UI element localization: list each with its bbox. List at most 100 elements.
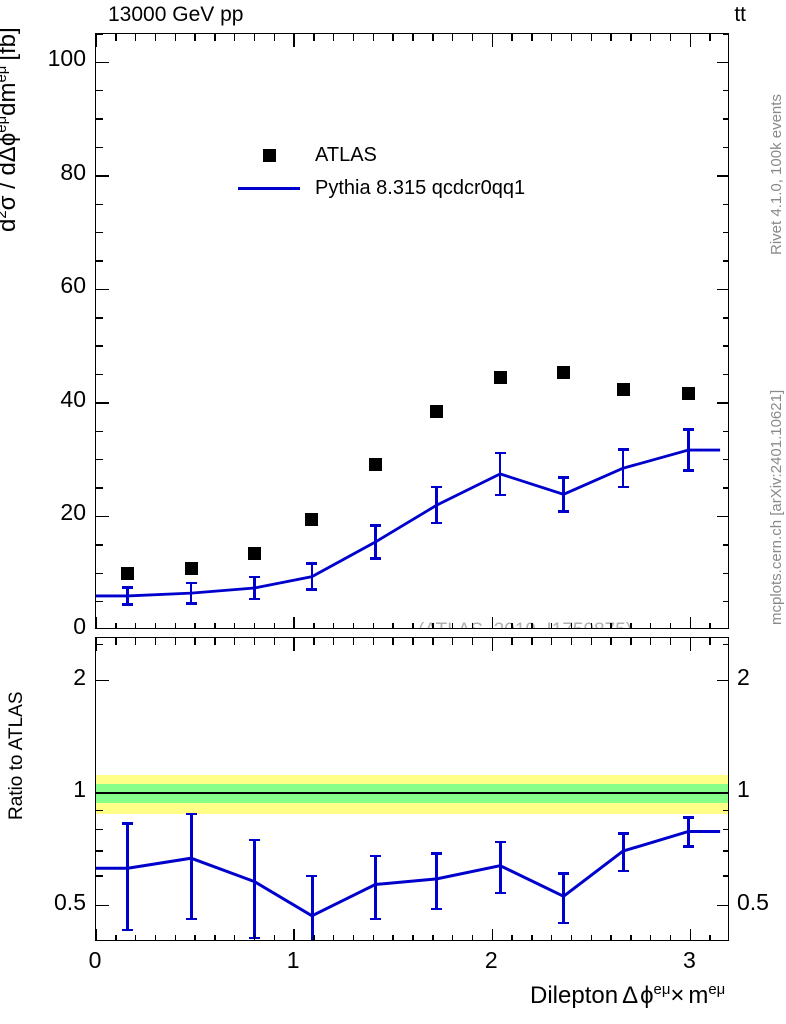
ratio-error-bar: [253, 839, 257, 938]
atlas-data-point: [184, 561, 198, 575]
x-tick-main-top: [352, 34, 355, 41]
y-tick-main-right: [723, 487, 728, 489]
x-tick-main-top: [333, 34, 335, 41]
y-tick-ratio-left: [96, 875, 103, 877]
x-tick-ratio-top: [491, 638, 493, 651]
x-tick-main-bottom: [650, 623, 652, 628]
x-tick-ratio-top: [511, 638, 513, 645]
x-tick-ratio-bottom: [650, 935, 652, 940]
atlas-data-point: [121, 566, 135, 580]
ratio-error-bar: [621, 833, 625, 871]
x-tick-ratio-bottom: [412, 935, 414, 940]
x-tick-main-top: [570, 34, 573, 41]
x-tick-ratio-top: [194, 638, 196, 645]
ylab-sigma: σ: [0, 196, 21, 211]
y-tick-main-left: [96, 402, 109, 404]
x-tick-label: 2: [484, 947, 498, 973]
x-tick-ratio-top: [313, 638, 315, 645]
atlas-data-point: [368, 458, 382, 472]
y-tick-ratio-right: [723, 828, 728, 831]
line-marker-icon: [231, 187, 307, 190]
y-tick-main-right: [717, 175, 728, 177]
pythia-error-bar: [621, 449, 625, 487]
x-tick-ratio-bottom: [96, 929, 97, 940]
y-tick-main-right: [723, 600, 728, 603]
atlas-data-point: [493, 370, 507, 384]
y-tick-main-left: [96, 487, 103, 489]
x-tick-ratio-bottom: [669, 935, 672, 940]
ratio-error-cap: [306, 874, 318, 878]
pythia-error-cap: [249, 576, 260, 579]
y-tick-label-ratio-left: 2: [73, 663, 86, 690]
y-tick-label-ratio-right: 1: [737, 776, 750, 803]
x-tick-ratio-bottom: [154, 935, 157, 940]
ratio-error-cap: [682, 845, 694, 848]
y-tick-ratio-right: [717, 792, 728, 794]
ratio-error-cap: [682, 816, 694, 819]
x-tick-ratio-bottom: [531, 935, 533, 940]
x-tick-main-top: [96, 34, 97, 47]
legend-item-atlas: ATLAS: [231, 139, 525, 172]
x-tick-ratio-bottom: [313, 935, 315, 940]
x-tick-main-bottom: [174, 623, 176, 628]
legend-label-pythia: Pythia 8.315 qcdcr0qq1: [315, 177, 526, 199]
y-tick-main-right: [723, 146, 728, 149]
pythia-error-bar: [435, 486, 439, 524]
y-tick-main-left: [96, 572, 103, 574]
y-tick-main-right: [717, 61, 728, 64]
legend-label-atlas: ATLAS: [315, 144, 377, 166]
ratio-error-cap: [369, 918, 381, 921]
x-tick-main-top: [451, 34, 454, 41]
pythia-error-cap: [617, 485, 629, 489]
ratio-plot-panel: [95, 637, 729, 941]
x-tick-ratio-top: [392, 638, 394, 645]
ratio-error-cap: [185, 918, 197, 921]
x-tick-main-top: [689, 34, 692, 47]
ratio-error-cap: [369, 854, 381, 857]
y-tick-ratio-left: [96, 828, 103, 831]
x-tick-main-top: [313, 34, 315, 41]
x-tick-main-bottom: [273, 623, 275, 628]
x-tick-ratio-top: [590, 638, 592, 645]
x-tick-main-top: [630, 34, 632, 41]
y-tick-ratio-right: [723, 850, 728, 852]
y-tick-main-right: [723, 345, 728, 347]
x-tick-main-top: [154, 34, 157, 41]
x-tick-ratio-top: [174, 638, 176, 645]
x-tick-ratio-top: [372, 638, 375, 645]
pythia-error-cap: [617, 448, 629, 451]
x-tick-main-bottom: [115, 623, 117, 628]
y-tick-main-left: [96, 61, 109, 64]
x-tick-main-bottom: [96, 617, 97, 628]
x-tick-main-bottom: [531, 623, 533, 628]
x-tick-main-bottom: [352, 623, 355, 628]
ratio-error-cap: [617, 869, 629, 872]
x-tick-main-bottom: [233, 623, 236, 628]
y-axis-title-main: d2σ / dΔϕeμdmeμ[fb]: [0, 0, 22, 232]
x-tick-ratio-top: [550, 638, 553, 645]
ylab-d: d: [0, 219, 21, 232]
x-tick-ratio-bottom: [392, 935, 394, 940]
x-tick-main-top: [293, 34, 295, 47]
beam-energy-label: 13000 GeV pp: [108, 3, 244, 26]
pythia-error-bar: [687, 429, 690, 471]
pythia-error-cap: [185, 581, 197, 585]
y-tick-main-right: [723, 231, 728, 234]
y-tick-main-right: [717, 515, 728, 518]
legend: ATLAS Pythia 8.315 qcdcr0qq1: [231, 139, 525, 205]
x-tick-main-top: [194, 34, 196, 41]
x-tick-main-bottom: [333, 623, 335, 628]
pythia-polyline: [96, 448, 721, 598]
atlas-data-point: [557, 366, 571, 380]
x-tick-main-top: [273, 34, 275, 41]
x-tick-ratio-bottom: [570, 935, 573, 940]
y-tick-main-left: [96, 90, 103, 92]
x-tick-ratio-top: [669, 638, 672, 645]
x-tick-main-top: [392, 34, 394, 41]
y-tick-main-right: [723, 459, 728, 461]
pythia-curve-main: [96, 448, 721, 598]
ratio-error-bar: [498, 842, 502, 894]
pythia-error-bar: [562, 477, 565, 512]
pythia-error-bar: [189, 582, 193, 604]
xlab-sup2: eμ: [708, 982, 726, 998]
